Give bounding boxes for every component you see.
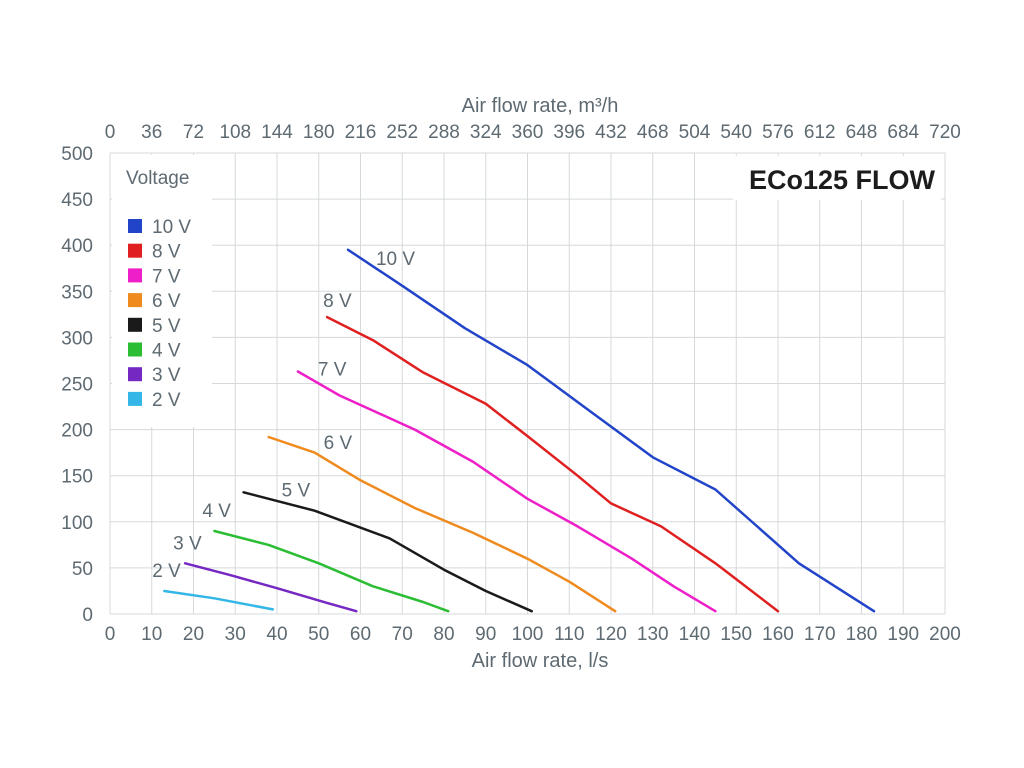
x2-tick-label: 144 <box>261 122 293 143</box>
x-tick-label: 130 <box>637 624 669 645</box>
y-tick-label: 100 <box>61 513 93 534</box>
curve-label: 4 V <box>202 501 231 522</box>
x-tick-label: 160 <box>762 624 794 645</box>
x2-axis-ticks: 0 36 72 108 144 180 216 252 288 324 360 396 432 468 50… <box>105 122 961 143</box>
curve-label: 10 V <box>376 249 415 270</box>
legend-label: 8 V <box>152 242 181 263</box>
x-tick-label: 120 <box>595 624 627 645</box>
x2-axis-title: Air flow rate, m³/h <box>462 95 619 117</box>
x2-tick-label: 252 <box>386 122 418 143</box>
y-tick-label: 350 <box>61 282 93 303</box>
x2-tick-label: 0 <box>105 122 116 143</box>
legend-label: 4 V <box>152 341 181 362</box>
legend-label: 3 V <box>152 365 181 386</box>
legend-swatch <box>128 293 142 308</box>
x2-tick-label: 324 <box>470 122 502 143</box>
x-axis-title: Air flow rate, l/s <box>472 650 609 672</box>
series-line <box>346 248 876 613</box>
series-line <box>325 315 780 613</box>
x-tick-label: 170 <box>804 624 836 645</box>
curve-label: 6 V <box>324 433 353 454</box>
x2-tick-label: 108 <box>219 122 251 143</box>
series-line <box>213 529 450 613</box>
y-tick-label: 300 <box>61 328 93 349</box>
y-tick-label: 50 <box>72 559 93 580</box>
y-tick-label: 500 <box>61 144 93 165</box>
x-tick-label: 110 <box>554 624 584 645</box>
x-tick-label: 10 <box>141 624 162 645</box>
x-tick-label: 100 <box>512 624 544 645</box>
legend-swatch <box>128 367 142 382</box>
legend-swatch <box>128 243 142 258</box>
x2-tick-label: 720 <box>929 122 961 143</box>
chart-title-box <box>733 156 941 200</box>
x-tick-label: 140 <box>679 624 711 645</box>
x-tick-label: 0 <box>105 624 116 645</box>
x-tick-label: 200 <box>929 624 961 645</box>
legend-swatch <box>128 219 142 233</box>
x2-tick-label: 360 <box>512 122 544 143</box>
legend-box <box>112 155 212 427</box>
x-tick-label: 180 <box>846 624 878 645</box>
y-tick-label: 250 <box>61 375 93 396</box>
series-line <box>163 589 275 611</box>
x2-tick-label: 216 <box>345 122 377 143</box>
series-line <box>183 562 358 613</box>
x-tick-label: 80 <box>433 624 454 645</box>
legend-swatch <box>128 317 142 332</box>
x2-tick-label: 684 <box>887 122 919 143</box>
x2-tick-label: 576 <box>762 122 794 143</box>
x2-tick-label: 72 <box>183 122 204 143</box>
y-tick-label: 150 <box>61 467 93 488</box>
curve-label: 5 V <box>282 480 311 501</box>
x-tick-label: 90 <box>475 624 496 645</box>
series-lines <box>163 248 876 613</box>
curve-label: 2 V <box>152 561 181 582</box>
y-tick-label: 200 <box>61 421 93 442</box>
series-line <box>296 370 717 613</box>
legend-label: 6 V <box>152 291 181 312</box>
x-tick-label: 60 <box>350 624 371 645</box>
y-tick-label: 450 <box>61 190 93 211</box>
x-tick-label: 150 <box>720 624 752 645</box>
x2-tick-label: 468 <box>637 122 669 143</box>
legend-swatch <box>128 391 142 406</box>
x2-tick-label: 432 <box>595 122 627 143</box>
legend-title: Voltage <box>126 168 189 189</box>
legend-label: 5 V <box>152 316 181 337</box>
x-tick-label: 50 <box>308 624 329 645</box>
curve-label: 7 V <box>318 360 347 381</box>
legend-label: 7 V <box>152 266 181 287</box>
x-tick-label: 190 <box>887 624 919 645</box>
legend-swatch <box>128 342 142 357</box>
legend-label: 10 V <box>152 217 191 238</box>
x2-tick-label: 540 <box>720 122 752 143</box>
x-tick-label: 70 <box>392 624 413 645</box>
x2-tick-label: 180 <box>303 122 335 143</box>
x2-tick-label: 288 <box>428 122 460 143</box>
legend: 10 V 8 V 7 V 6 V 5 V 4 V 3 V 2 V <box>128 217 191 411</box>
curve-labels: 10 V8 V7 V6 V5 V4 V3 V2 V <box>152 249 415 582</box>
grid-lines <box>109 152 946 615</box>
legend-swatch <box>128 268 142 283</box>
x2-tick-label: 648 <box>846 122 878 143</box>
y-axis-ticks: 0 50 100 150 200 250 300 350 400 450 500 <box>61 144 93 626</box>
x-tick-label: 40 <box>266 624 287 645</box>
y-tick-label: 400 <box>61 236 93 257</box>
legend-label: 2 V <box>152 390 181 411</box>
x-tick-label: 30 <box>225 624 246 645</box>
x-tick-label: 20 <box>183 624 204 645</box>
curve-label: 8 V <box>323 291 352 312</box>
series-line <box>267 435 617 613</box>
x2-tick-label: 396 <box>553 122 585 143</box>
y-tick-label: 0 <box>82 605 93 626</box>
series-line <box>242 491 533 613</box>
chart-title: ECo125 FLOW <box>749 165 936 195</box>
x2-tick-label: 504 <box>679 122 711 143</box>
x2-tick-label: 36 <box>141 122 162 143</box>
x2-tick-label: 612 <box>804 122 836 143</box>
x-axis-ticks: 0 10 20 30 40 50 60 70 80 90 100 110 120 130 140 150 160… <box>105 624 961 645</box>
curve-label: 3 V <box>173 533 202 554</box>
